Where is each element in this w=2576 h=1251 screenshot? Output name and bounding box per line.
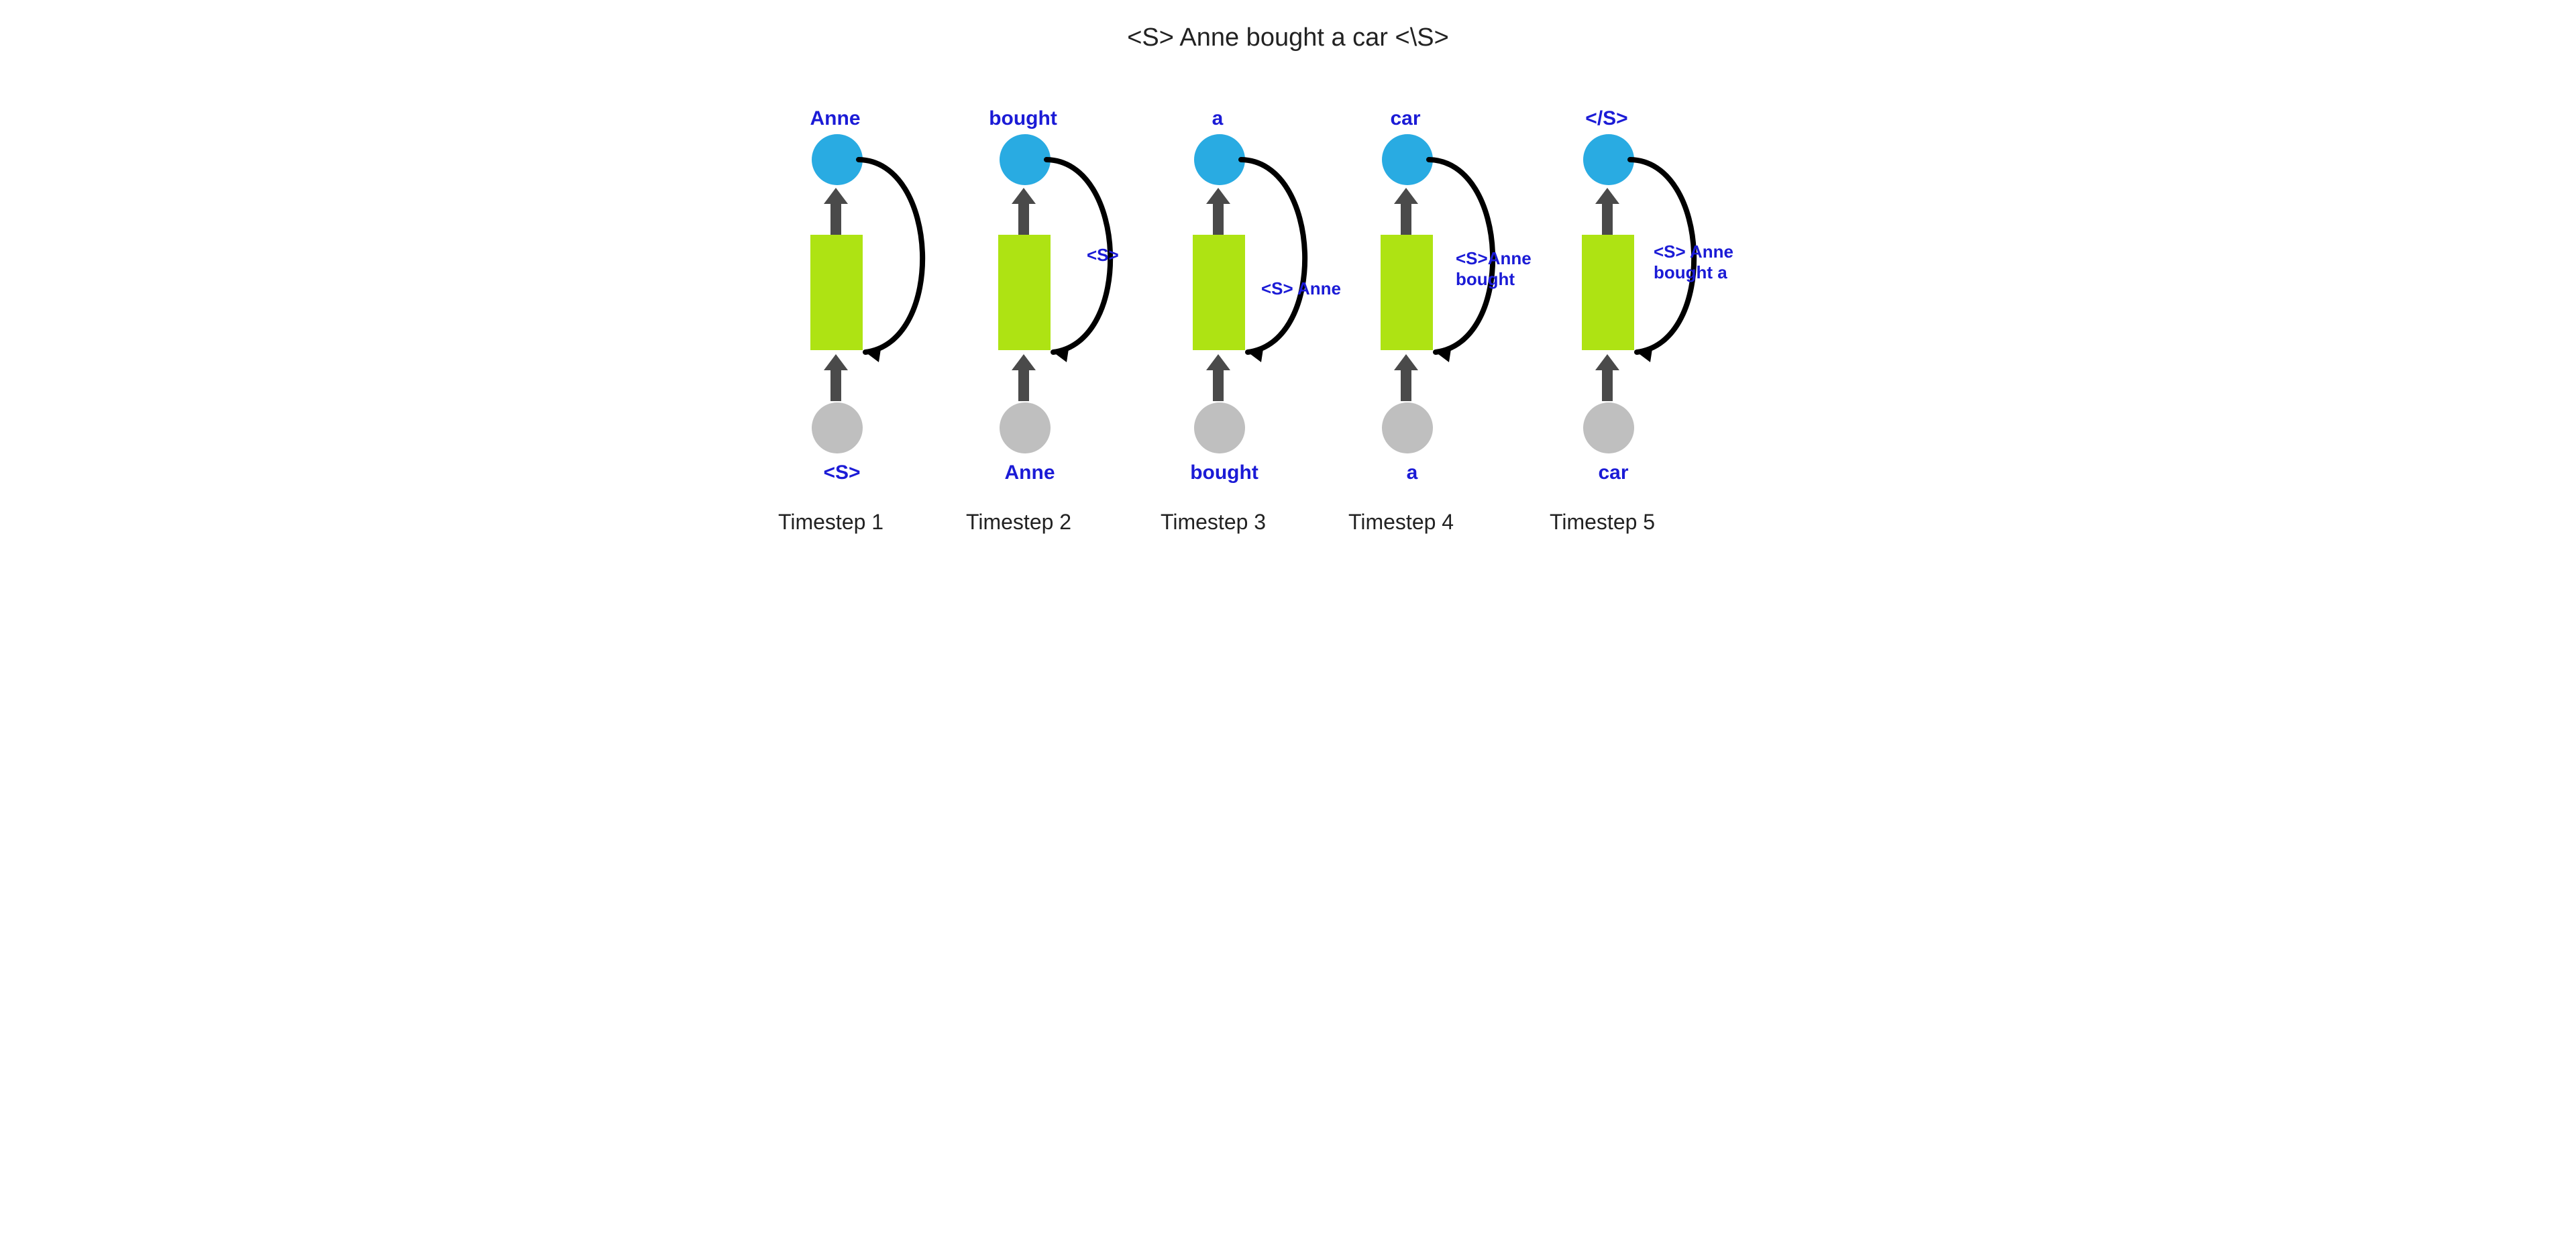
recurrent-loop (832, 141, 966, 389)
output-label: a (1174, 107, 1261, 130)
timestep-cell: boughtAnne<S>Timestep 2 (979, 107, 1181, 543)
input-node (812, 402, 863, 453)
input-node (1000, 402, 1051, 453)
context-label: <S>Anne bought (1456, 248, 1532, 290)
timestep-cell: </S>car<S> Anne bought aTimestep 5 (1563, 107, 1764, 543)
timestep-label: Timestep 1 (778, 510, 926, 535)
input-label: <S> (792, 461, 892, 484)
recurrent-loop (1214, 141, 1348, 389)
timestep-cell: abought<S> AnneTimestep 3 (1174, 107, 1375, 543)
output-label: bought (979, 107, 1067, 130)
output-label: car (1362, 107, 1449, 130)
input-node (1382, 402, 1433, 453)
timestep-label: Timestep 5 (1550, 510, 1697, 535)
timestep-label: Timestep 2 (966, 510, 1114, 535)
timestep-cell: cara<S>Anne boughtTimestep 4 (1362, 107, 1563, 543)
input-label: Anne (979, 461, 1080, 484)
input-label: a (1362, 461, 1462, 484)
diagram-canvas: <S> Anne bought a car <\S> Anne <S> Timest… (751, 0, 1825, 604)
input-node (1194, 402, 1245, 453)
context-label: <S> (1087, 245, 1119, 266)
context-label: <S> Anne (1261, 278, 1341, 299)
diagram-title: <S> Anne bought a car <\S> (751, 23, 1825, 52)
output-label: Anne (792, 107, 879, 130)
timestep-cell: Anne<S>Timestep 1 (792, 107, 993, 543)
output-label: </S> (1563, 107, 1650, 130)
input-label: car (1563, 461, 1664, 484)
input-node (1583, 402, 1634, 453)
timestep-label: Timestep 4 (1348, 510, 1496, 535)
input-label: bought (1174, 461, 1275, 484)
context-label: <S> Anne bought a (1654, 241, 1733, 283)
timestep-label: Timestep 3 (1161, 510, 1308, 535)
